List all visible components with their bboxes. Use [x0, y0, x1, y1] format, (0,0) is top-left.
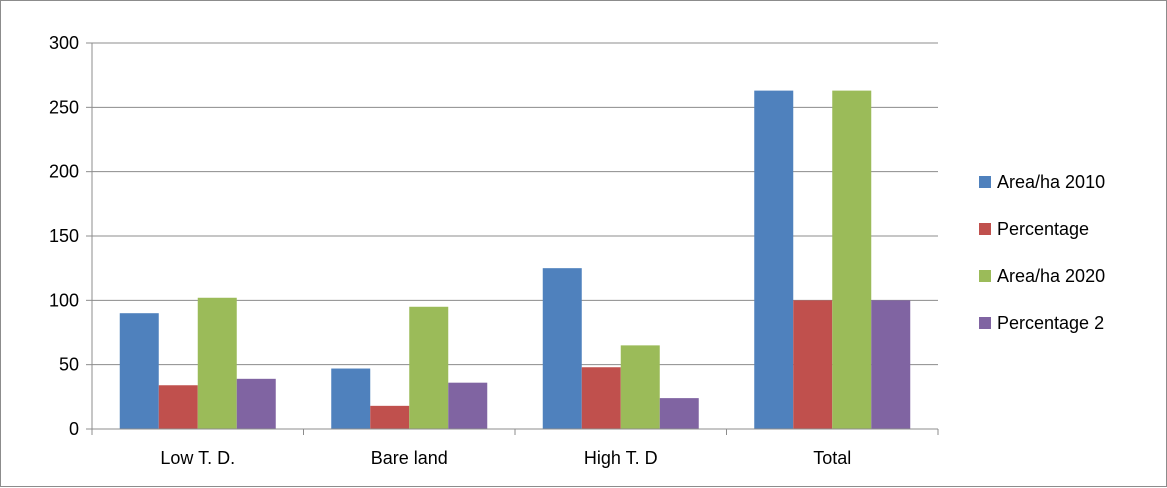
legend-swatch	[979, 223, 991, 235]
bar-percentage-2	[581, 367, 621, 429]
bar-area-ha-2010-1	[331, 368, 371, 429]
y-tick-label: 200	[49, 162, 79, 182]
bar-percentage-2-0	[236, 378, 276, 429]
legend-label: Area/ha 2010	[997, 172, 1105, 192]
y-tick-label: 0	[69, 419, 79, 439]
y-tick-label: 50	[59, 355, 79, 375]
bars	[119, 90, 911, 430]
bar-area-ha-2010-2	[542, 268, 582, 429]
legend-label: Percentage	[997, 219, 1089, 239]
legend: Area/ha 2010 Percentage Area/ha 2020 Percen…	[979, 172, 1105, 333]
y-tick-label: 100	[49, 290, 79, 310]
y-tick-label: 300	[49, 33, 79, 53]
bar-percentage-2-2	[659, 398, 699, 429]
bar-percentage-2-3	[871, 300, 911, 429]
axes	[86, 42, 939, 435]
y-axis-tick-labels: 0 50 100 150 200 250 300	[49, 33, 79, 439]
bar-percentage-2-1	[448, 382, 488, 429]
x-tick-label: High T. D	[584, 448, 658, 468]
bar-percentage-1	[370, 405, 410, 429]
bar-area-ha-2020-2	[620, 345, 660, 429]
bar-percentage-3	[793, 300, 833, 429]
bar-area-ha-2020-1	[409, 306, 449, 429]
bar-percentage-0	[158, 385, 198, 429]
y-tick-label: 150	[49, 226, 79, 246]
x-axis-tick-labels: Low T. D. Bare land High T. D Total	[160, 448, 851, 468]
x-tick-label: Low T. D.	[160, 448, 235, 468]
bar-area-ha-2010-3	[754, 90, 794, 430]
x-tick-label: Bare land	[371, 448, 448, 468]
legend-swatch	[979, 176, 991, 188]
legend-swatch	[979, 270, 991, 282]
bar-area-ha-2020-3	[832, 90, 872, 430]
legend-label: Percentage 2	[997, 313, 1104, 333]
bar-area-ha-2020-0	[197, 297, 237, 429]
y-tick-label: 250	[49, 97, 79, 117]
legend-label: Area/ha 2020	[997, 266, 1105, 286]
legend-swatch	[979, 317, 991, 329]
bar-area-ha-2010-0	[119, 313, 159, 429]
x-tick-label: Total	[813, 448, 851, 468]
